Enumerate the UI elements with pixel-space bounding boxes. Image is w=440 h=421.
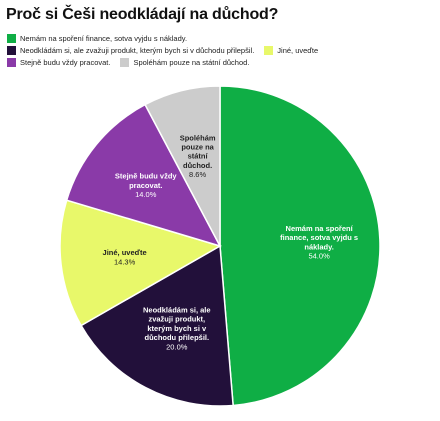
legend-item: Jiné, uveďte: [264, 45, 319, 55]
slice-value: 8.6%: [189, 170, 206, 179]
pie-slice: [80, 244, 234, 407]
chart-title: Proč si Češi neodkládají na důchod?: [6, 6, 279, 23]
legend-label: Spoléhám pouze na státní důchod.: [133, 57, 250, 67]
legend-swatch: [264, 45, 274, 55]
legend-row: Neodkládám si, ale zvažuji produkt, kter…: [7, 44, 435, 56]
slice-label: Jiné, uveďte 14.3%: [103, 248, 147, 266]
legend-label: Nemám na spoření finance, sotva vyjdu s …: [20, 33, 188, 43]
legend-swatch: [120, 57, 130, 67]
pie-slice: [65, 103, 222, 248]
slice-label: Stejně budu vždy pracovat. 14.0%: [115, 172, 178, 199]
pie-slice: [219, 85, 381, 407]
slice-value: 14.0%: [135, 190, 157, 199]
legend: Nemám na spoření finance, sotva vyjdu s …: [7, 32, 435, 68]
slice-value: 20.0%: [166, 342, 188, 351]
slice-label: Nemám na spoření finance, sotva vyjdu s ná…: [280, 224, 358, 261]
legend-item: Neodkládám si, ale zvažuji produkt, kter…: [7, 45, 255, 55]
slice-label: Neodkládám si, ale zvažuji produkt, kterým…: [143, 305, 211, 351]
slice-label: Spoléhám pouze na státní důchod. 8.6%: [180, 133, 216, 179]
pie-slice: [59, 199, 222, 327]
legend-item: Nemám na spoření finance, sotva vyjdu s …: [7, 33, 188, 43]
slice-value: 14.3%: [114, 257, 136, 266]
legend-row: Stejně budu vždy pracovat. Spoléhám pouze…: [7, 56, 435, 68]
legend-swatch: [7, 57, 16, 67]
legend-swatch: [7, 33, 16, 43]
legend-item: Stejně budu vždy pracovat.: [7, 57, 111, 67]
legend-label: Jiné, uveďte: [277, 45, 319, 55]
slice-value: 54.0%: [308, 251, 330, 260]
legend-label: Neodkládám si, ale zvažuji produkt, kter…: [20, 45, 255, 55]
legend-label: Stejně budu vždy pracovat.: [20, 57, 111, 67]
legend-item: Spoléhám pouze na státní důchod.: [120, 57, 250, 67]
legend-row: Nemám na spoření finance, sotva vyjdu s …: [7, 32, 435, 44]
legend-swatch: [7, 45, 16, 55]
pie-slice: [144, 85, 221, 247]
